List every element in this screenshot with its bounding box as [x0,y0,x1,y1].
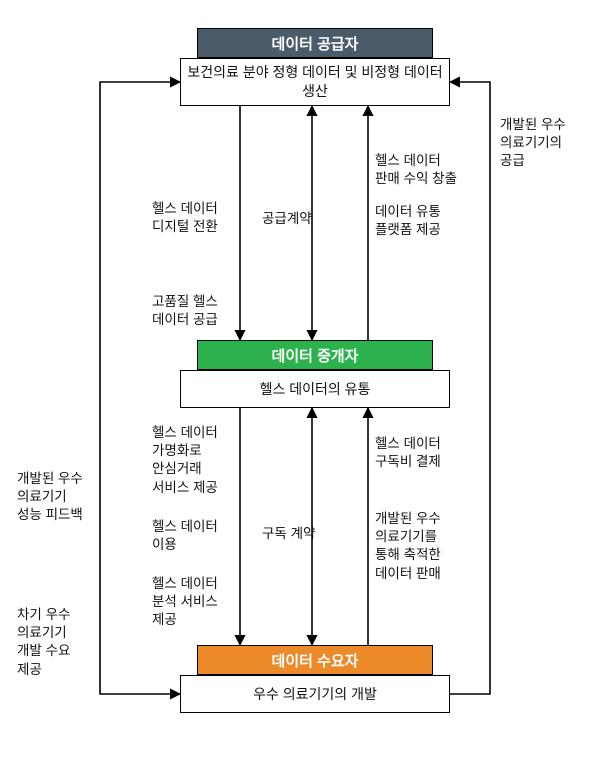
provider-body: 보건의료 분야 정형 데이터 및 비정형 데이터 생산 [180,58,450,106]
broker-header: 데이터 중개자 [197,340,433,370]
broker-body: 헬스 데이터의 유통 [180,370,450,408]
label-left-outer2: 차기 우수 의료기기 개발 수요 제공 [17,606,70,679]
label-top-right2: 데이터 유통 플랫폼 제공 [375,203,441,239]
label-mid-left1: 헬스 데이터 가명화로 안심거래 서비스 제공 [152,424,218,497]
consumer-header: 데이터 수요자 [197,645,433,675]
label-right-outer: 개발된 우수 의료기기의 공급 [500,116,566,171]
provider-header: 데이터 공급자 [197,28,433,58]
label-mid-right1: 헬스 데이터 구독비 결제 [375,435,441,471]
label-above-broker-left: 고품질 헬스 데이터 공급 [152,293,218,329]
label-mid-left2: 헬스 데이터 이용 [152,518,218,554]
label-mid-right2: 개발된 우수 의료기기를 통해 축적한 데이터 판매 [375,510,441,583]
label-top-left-in: 헬스 데이터 디지털 전환 [152,200,218,236]
label-top-right-in: 헬스 데이터 판매 수익 창출 [375,152,457,188]
consumer-body: 우수 의료기기의 개발 [180,675,450,713]
label-mid-left3: 헬스 데이터 분석 서비스 제공 [152,575,218,630]
label-top-mid: 공급계약 [262,210,312,228]
label-mid-center: 구독 계약 [262,525,315,543]
label-left-outer1: 개발된 우수 의료기기 성능 피드백 [17,470,83,525]
